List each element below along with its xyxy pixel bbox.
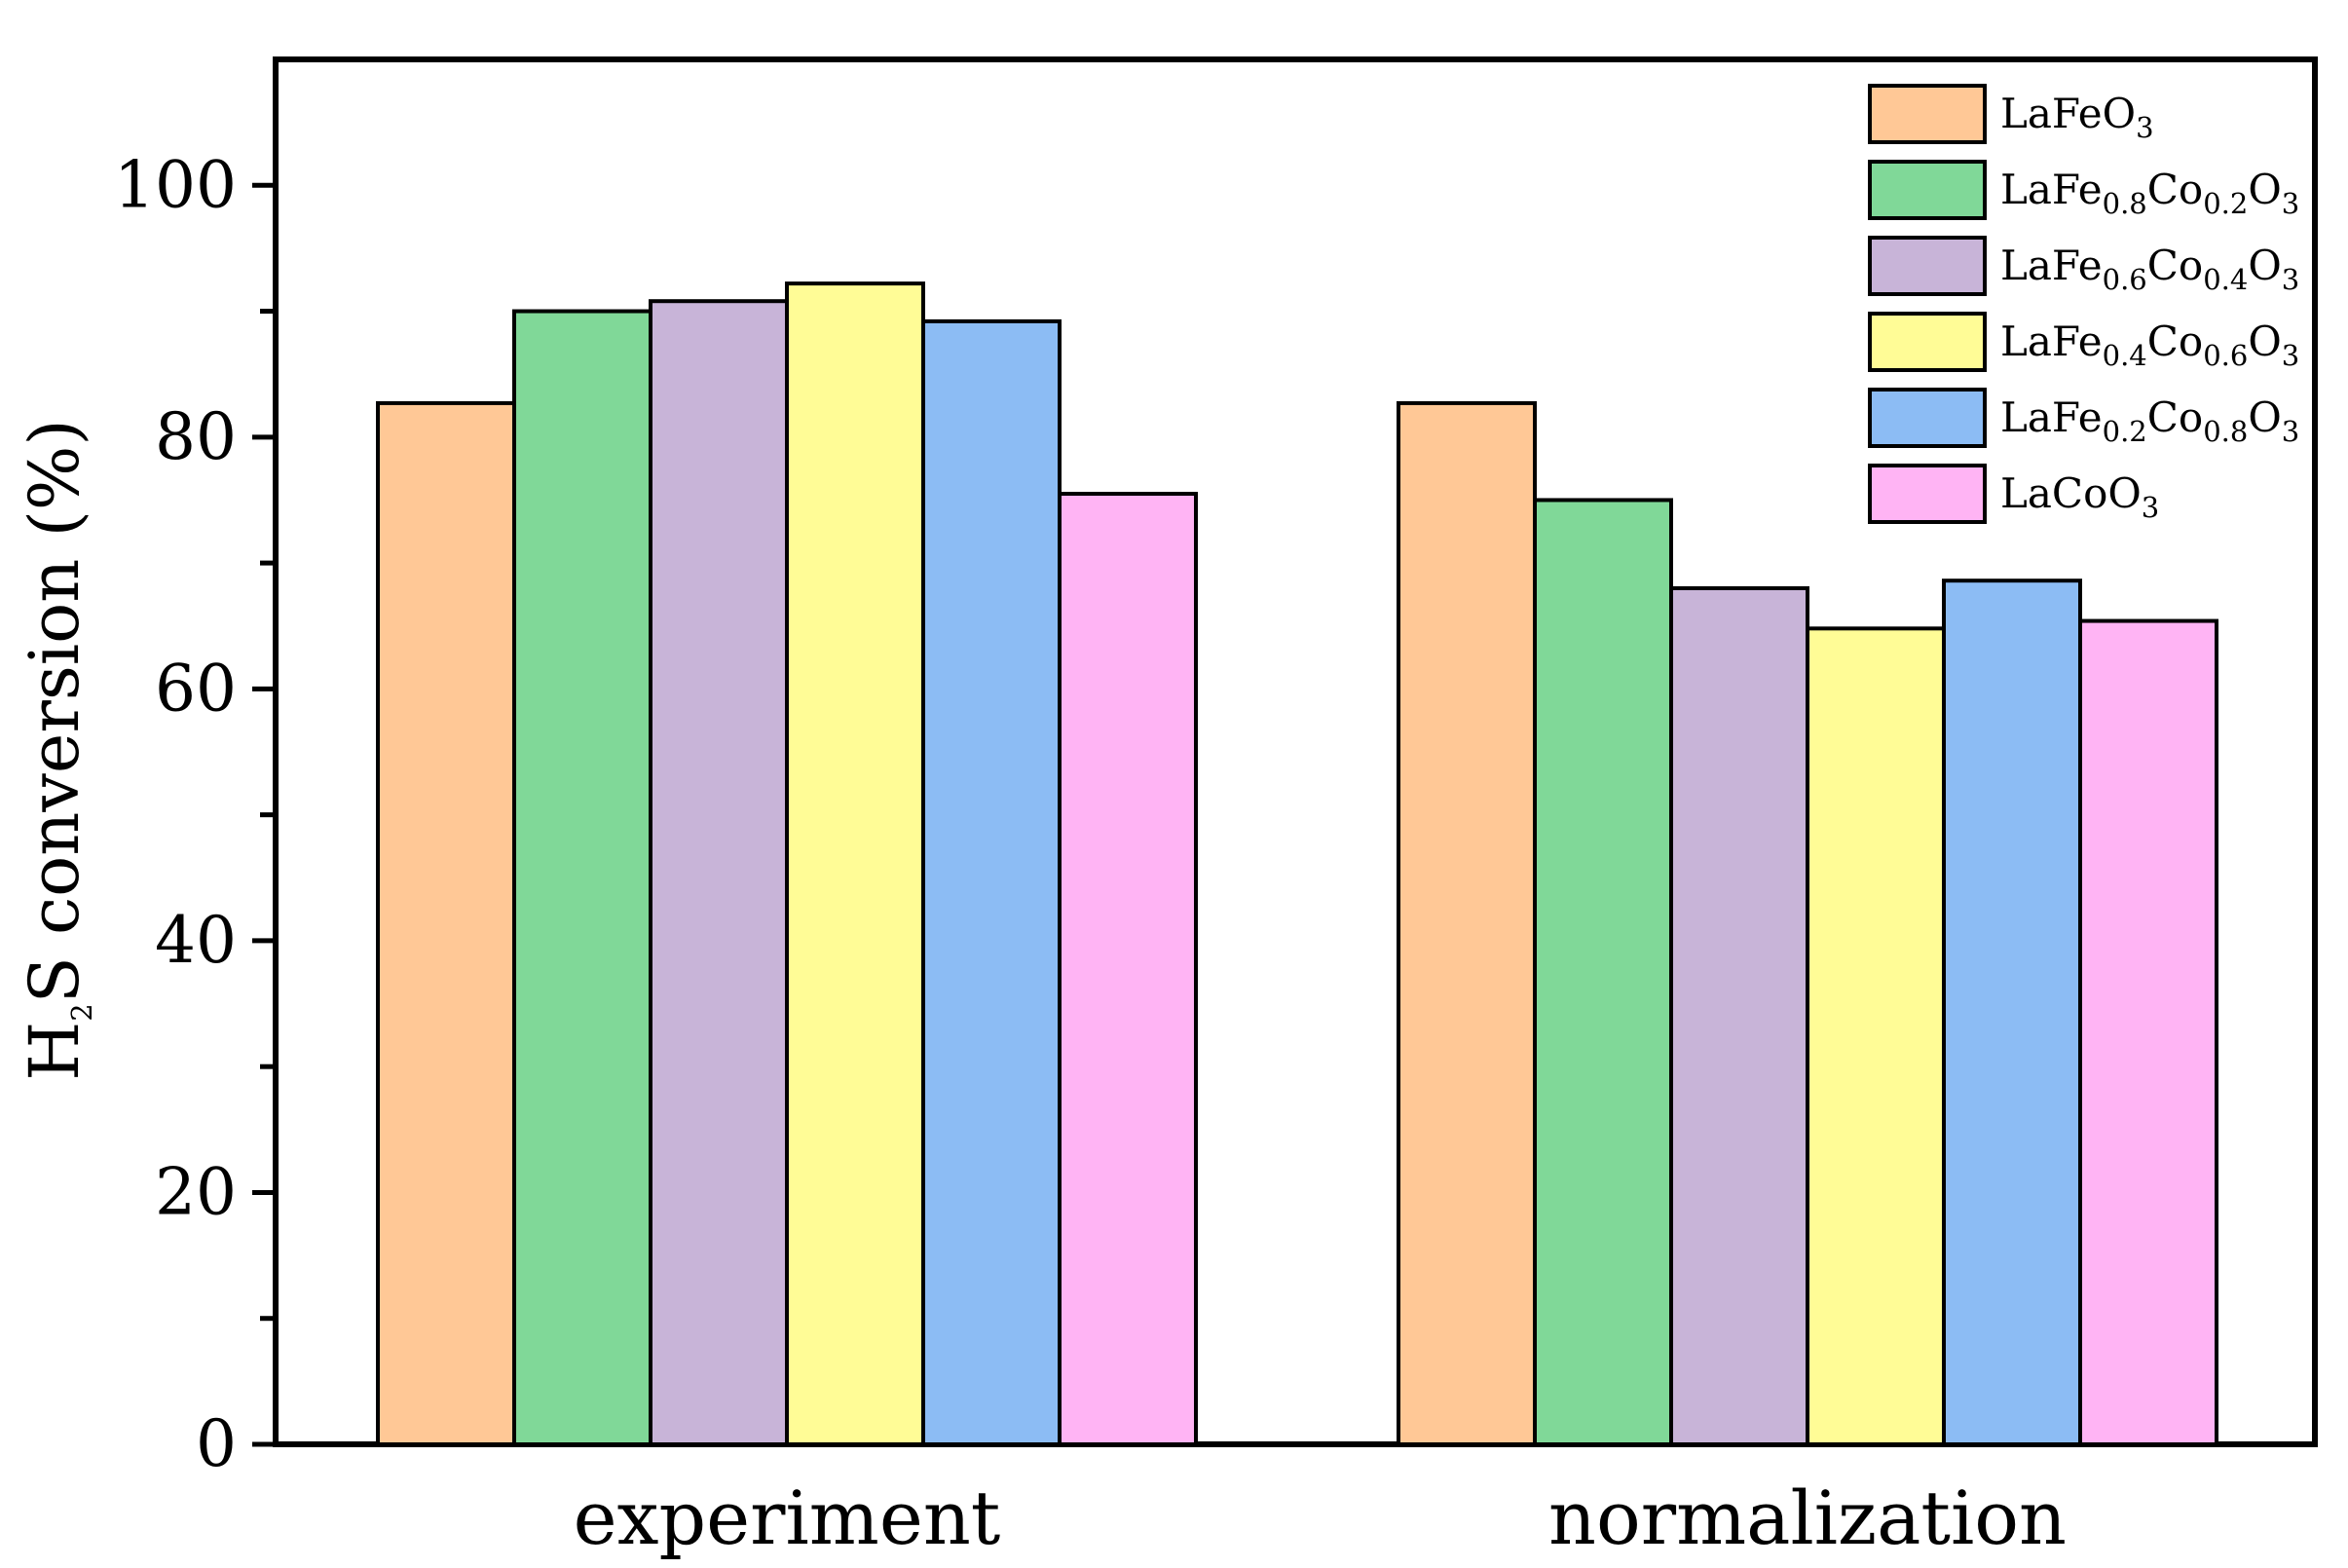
bar-LaFe0.4Co0.6O3-experiment [785,281,925,1446]
bar-LaFe0.6Co0.4O3-normalization [1669,585,1809,1446]
bar-LaFeO3-normalization [1397,400,1537,1446]
bar-LaFeO3-experiment [376,400,516,1446]
legend-label: LaFeO3 [2000,90,2154,144]
bar-LaFe0.8Co0.2O3-experiment [512,309,652,1447]
bars-group [376,281,2218,1447]
y-tick-label: 20 [155,1154,237,1229]
x-category-label: experiment [574,1475,1001,1561]
bar-LaFe0.4Co0.6O3-normalization [1806,626,1946,1446]
plot-frame [273,56,2318,1447]
bar-LaFe0.2Co0.8O3-normalization [1942,579,2082,1446]
y-axis: 0 20 40 60 80 100 [114,147,276,1481]
legend-label: LaCoO3 [2000,469,2159,524]
legend-swatch [1868,312,1987,372]
legend-label: LaFe0.2Co0.8O3 [2000,393,2299,448]
legend-swatch [1868,388,1987,448]
y-axis-title: H2S conversion (%) [15,419,98,1081]
legend-swatch [1868,236,1987,296]
x-category-label: normalization [1548,1475,2067,1561]
legend-label: LaFe0.6Co0.4O3 [2000,242,2299,296]
bar-LaFe0.8Co0.2O3-normalization [1533,498,1673,1446]
y-tick-label: 0 [196,1406,237,1481]
y-axis-title-prefix: H [15,1022,94,1081]
legend-swatch [1868,160,1987,220]
y-axis-title-suffix: S conversion (%) [15,419,94,1003]
legend-swatch [1868,84,1987,144]
legend-label: LaFe0.4Co0.6O3 [2000,317,2299,372]
legend-swatch [1868,464,1987,524]
y-axis-title-subscript: 2 [65,1003,98,1021]
bar-LaFe0.6Co0.4O3-experiment [649,299,789,1447]
bar-LaCoO3-experiment [1058,491,1198,1446]
bar-LaCoO3-normalization [2078,618,2218,1446]
legend: LaFeO3 LaFe0.8Co0.2O3 LaFe0.6Co0.4O3 LaFe0.… [1868,84,2299,524]
legend-label: LaFe0.8Co0.2O3 [2000,166,2299,220]
y-tick-label: 40 [155,903,237,978]
x-axis: experiment normalization [574,1475,2067,1561]
bar-LaFe0.2Co0.8O3-experiment [921,318,1062,1446]
y-tick-label: 80 [155,399,237,474]
y-tick-label: 100 [114,147,237,222]
y-tick-label: 60 [155,651,237,726]
